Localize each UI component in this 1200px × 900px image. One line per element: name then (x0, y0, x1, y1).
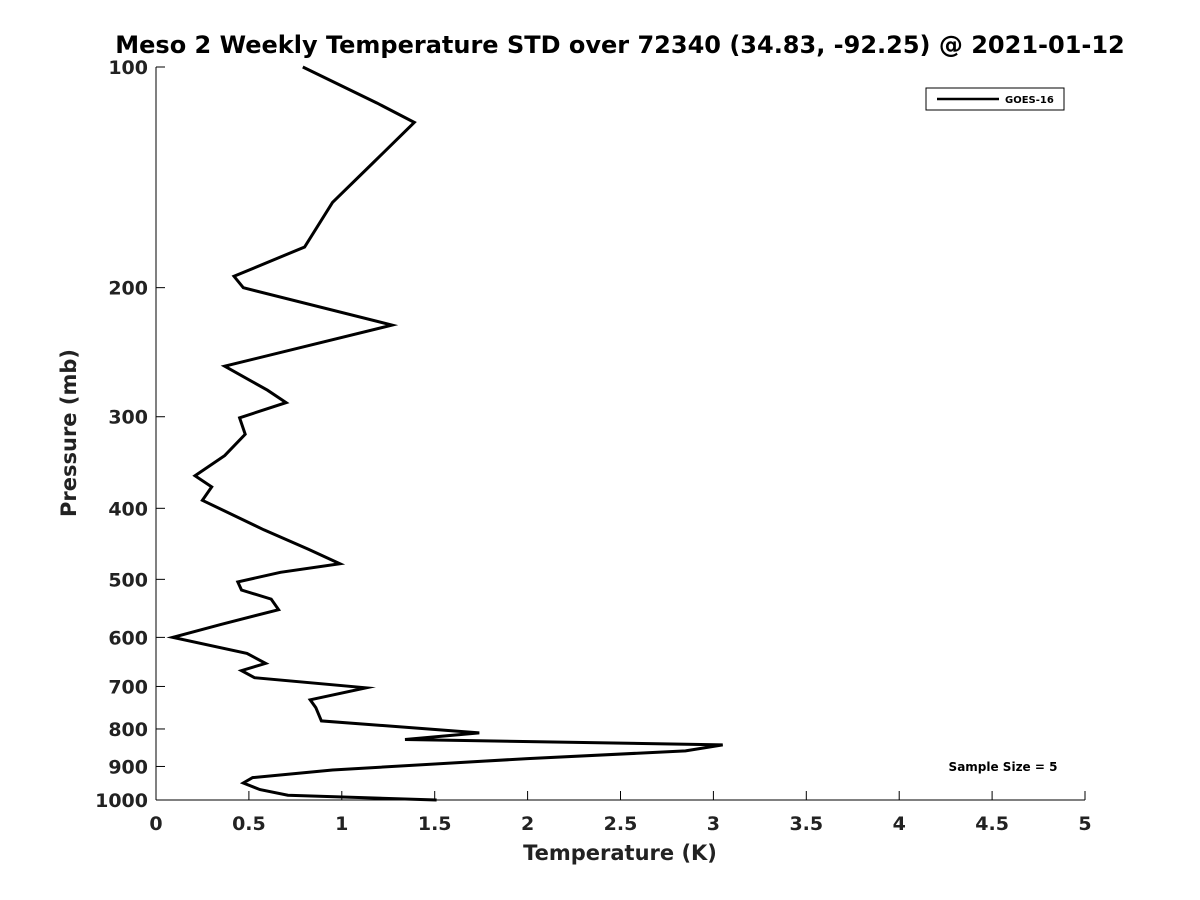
x-tick-label: 1 (335, 813, 348, 835)
y-tick-label: 400 (108, 498, 148, 520)
x-tick-label: 2 (521, 813, 534, 835)
x-tick-label: 4.5 (975, 813, 1009, 835)
legend-label: GOES-16 (1005, 95, 1054, 106)
plot-frame (155, 67, 1085, 801)
y-tick-label: 900 (108, 756, 148, 778)
sample-size-annotation: Sample Size = 5 (949, 760, 1058, 774)
y-tick-label: 300 (108, 407, 148, 429)
x-ticks: 0 0.5 1 1.5 2 2.5 3 3.5 4 4.5 5 (149, 791, 1092, 835)
x-tick-label: 2.5 (604, 813, 638, 835)
y-tick-label: 1000 (95, 790, 148, 812)
x-tick-label: 0.5 (232, 813, 266, 835)
legend: GOES-16 (925, 87, 1065, 111)
y-tick-label: 700 (108, 676, 148, 698)
x-tick-label: 3 (707, 813, 720, 835)
x-tick-label: 4 (893, 813, 906, 835)
series-layer (166, 65, 723, 802)
y-axis-label: Pressure (mb) (57, 349, 81, 517)
y-tick-label: 500 (108, 569, 148, 591)
y-tick-label: 800 (108, 719, 148, 741)
series-line (166, 65, 723, 802)
y-ticks: 100 200 300 400 500 600 700 800 900 1000 (95, 57, 165, 812)
x-tick-label: 5 (1078, 813, 1091, 835)
chart-title: Meso 2 Weekly Temperature STD over 72340… (115, 31, 1125, 59)
x-axis-label: Temperature (K) (523, 841, 717, 865)
y-tick-label: 100 (108, 57, 148, 79)
y-tick-label: 200 (108, 278, 148, 300)
x-tick-label: 1.5 (418, 813, 452, 835)
x-tick-label: 0 (149, 813, 162, 835)
y-tick-label: 600 (108, 627, 148, 649)
x-tick-label: 3.5 (789, 813, 823, 835)
